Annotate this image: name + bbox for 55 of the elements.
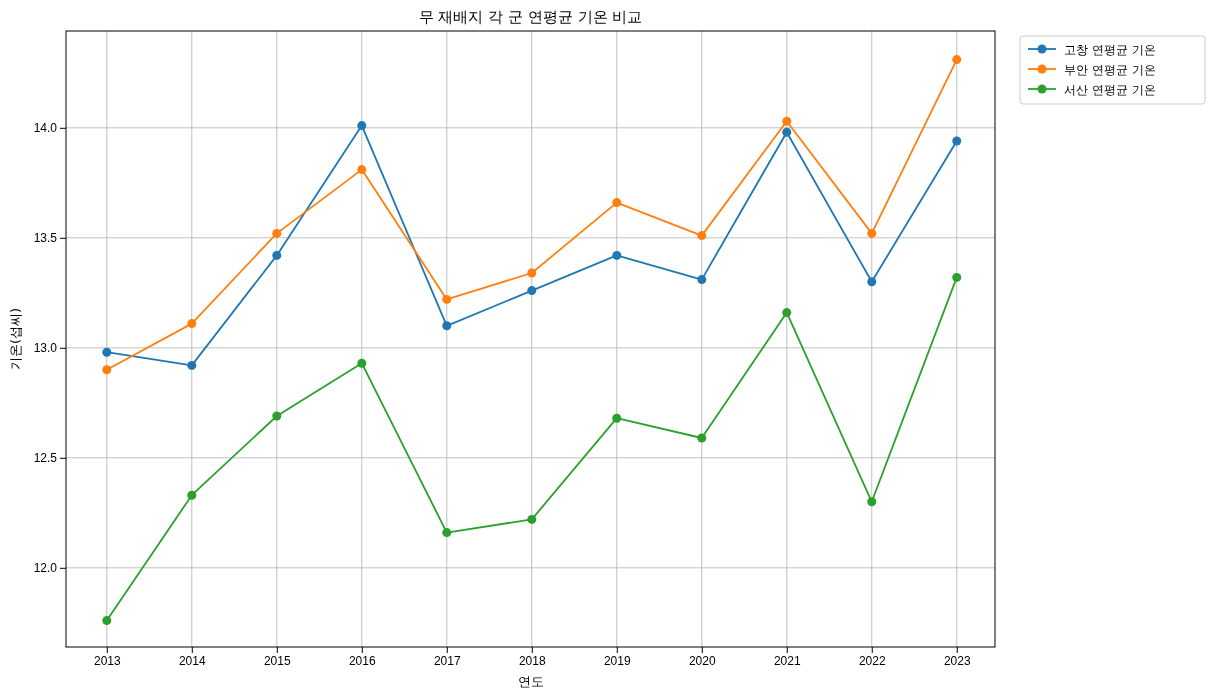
- point: [952, 55, 962, 65]
- point: [272, 228, 282, 238]
- x-tick-label: 2015: [263, 653, 291, 668]
- point: [102, 616, 112, 626]
- point: [782, 116, 792, 126]
- point: [272, 250, 282, 260]
- x-tick-label: 2021: [773, 653, 801, 668]
- point: [357, 165, 367, 175]
- legend-label: 서산 연평균 기온: [1064, 82, 1156, 97]
- x-tick-label: 2013: [93, 653, 121, 668]
- x-tick-label: 2017: [433, 653, 461, 668]
- point: [612, 250, 622, 260]
- point: [102, 365, 112, 375]
- y-tick-label: 12.0: [33, 561, 58, 576]
- y-tick-label: 12.5: [33, 451, 58, 466]
- point: [442, 528, 452, 538]
- point: [697, 231, 707, 241]
- point: [357, 121, 367, 131]
- point: [187, 490, 197, 500]
- point: [952, 136, 962, 146]
- point: [782, 127, 792, 137]
- point: [697, 275, 707, 285]
- y-tick-label: 13.5: [33, 231, 58, 246]
- x-axis-title: 연도: [517, 674, 544, 689]
- x-tick-label: 2022: [858, 653, 886, 668]
- point: [697, 433, 707, 443]
- point: [442, 321, 452, 331]
- point: [442, 294, 452, 304]
- y-tick-label: 14.0: [33, 121, 58, 136]
- y-axis-title: 기온(섭씨): [8, 307, 23, 371]
- point: [527, 286, 537, 296]
- point: [867, 228, 877, 238]
- chart-title: 무 재배지 각 군 연평균 기온 비교: [418, 8, 643, 26]
- point: [867, 497, 877, 507]
- point: [187, 319, 197, 329]
- point: [527, 268, 537, 278]
- point: [102, 347, 112, 357]
- point: [357, 358, 367, 368]
- legend-label: 고창 연평균 기온: [1064, 42, 1156, 57]
- x-tick-label: 2016: [348, 653, 376, 668]
- x-tick-label: 2020: [688, 653, 716, 668]
- point: [952, 272, 962, 282]
- point: [272, 411, 282, 421]
- point: [782, 308, 792, 318]
- x-tick-label: 2018: [518, 653, 546, 668]
- point: [187, 360, 197, 370]
- point: [612, 413, 622, 423]
- y-tick-label: 13.0: [33, 341, 58, 356]
- point: [867, 277, 877, 287]
- x-tick-label: 2014: [178, 653, 206, 668]
- point: [612, 198, 622, 208]
- x-tick-label: 2019: [603, 653, 631, 668]
- point: [527, 514, 537, 524]
- legend-label: 부안 연평균 기온: [1064, 62, 1156, 77]
- x-tick-label: 2023: [943, 653, 971, 668]
